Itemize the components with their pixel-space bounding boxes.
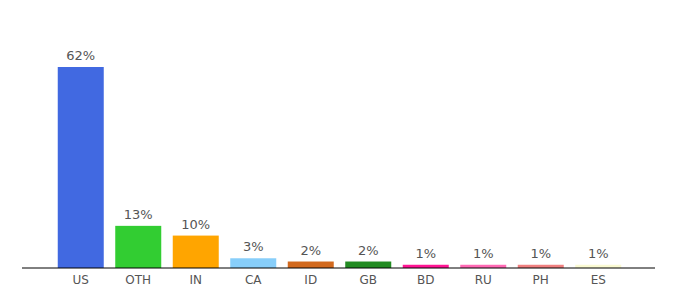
x-tick-label: ES <box>591 273 606 287</box>
x-tick-label: RU <box>475 273 492 287</box>
bar <box>230 258 276 268</box>
data-label: 1% <box>473 246 494 261</box>
chart: US OTH IN CA ID GB BD RU PH ES 62% 13% 10% 3% 2% 2% 1% 1%… <box>0 0 680 300</box>
x-tick-label: CA <box>245 273 262 287</box>
x-axis-line <box>22 268 655 269</box>
data-label: 62% <box>66 48 95 63</box>
x-tick-label: US <box>73 273 89 287</box>
x-tick-label: OTH <box>125 273 151 287</box>
x-tick-label: IN <box>189 273 202 287</box>
bar <box>288 262 334 268</box>
bar <box>58 67 104 268</box>
data-label: 10% <box>181 217 210 232</box>
bars <box>58 67 622 268</box>
x-tick-label: GB <box>359 273 377 287</box>
x-tick-label: BD <box>417 273 434 287</box>
data-label: 1% <box>415 246 436 261</box>
bar <box>115 226 161 268</box>
data-label: 1% <box>588 246 609 261</box>
x-tick-label: PH <box>533 273 549 287</box>
x-tick-label: ID <box>304 273 317 287</box>
page: {"chart_data": {"type": "bar", "categori… <box>0 0 680 300</box>
data-label: 2% <box>358 243 379 258</box>
bar <box>345 262 391 268</box>
data-label: 2% <box>300 243 321 258</box>
data-label: 3% <box>243 239 264 254</box>
bar <box>173 236 219 268</box>
data-label: 1% <box>530 246 551 261</box>
data-label: 13% <box>124 207 153 222</box>
